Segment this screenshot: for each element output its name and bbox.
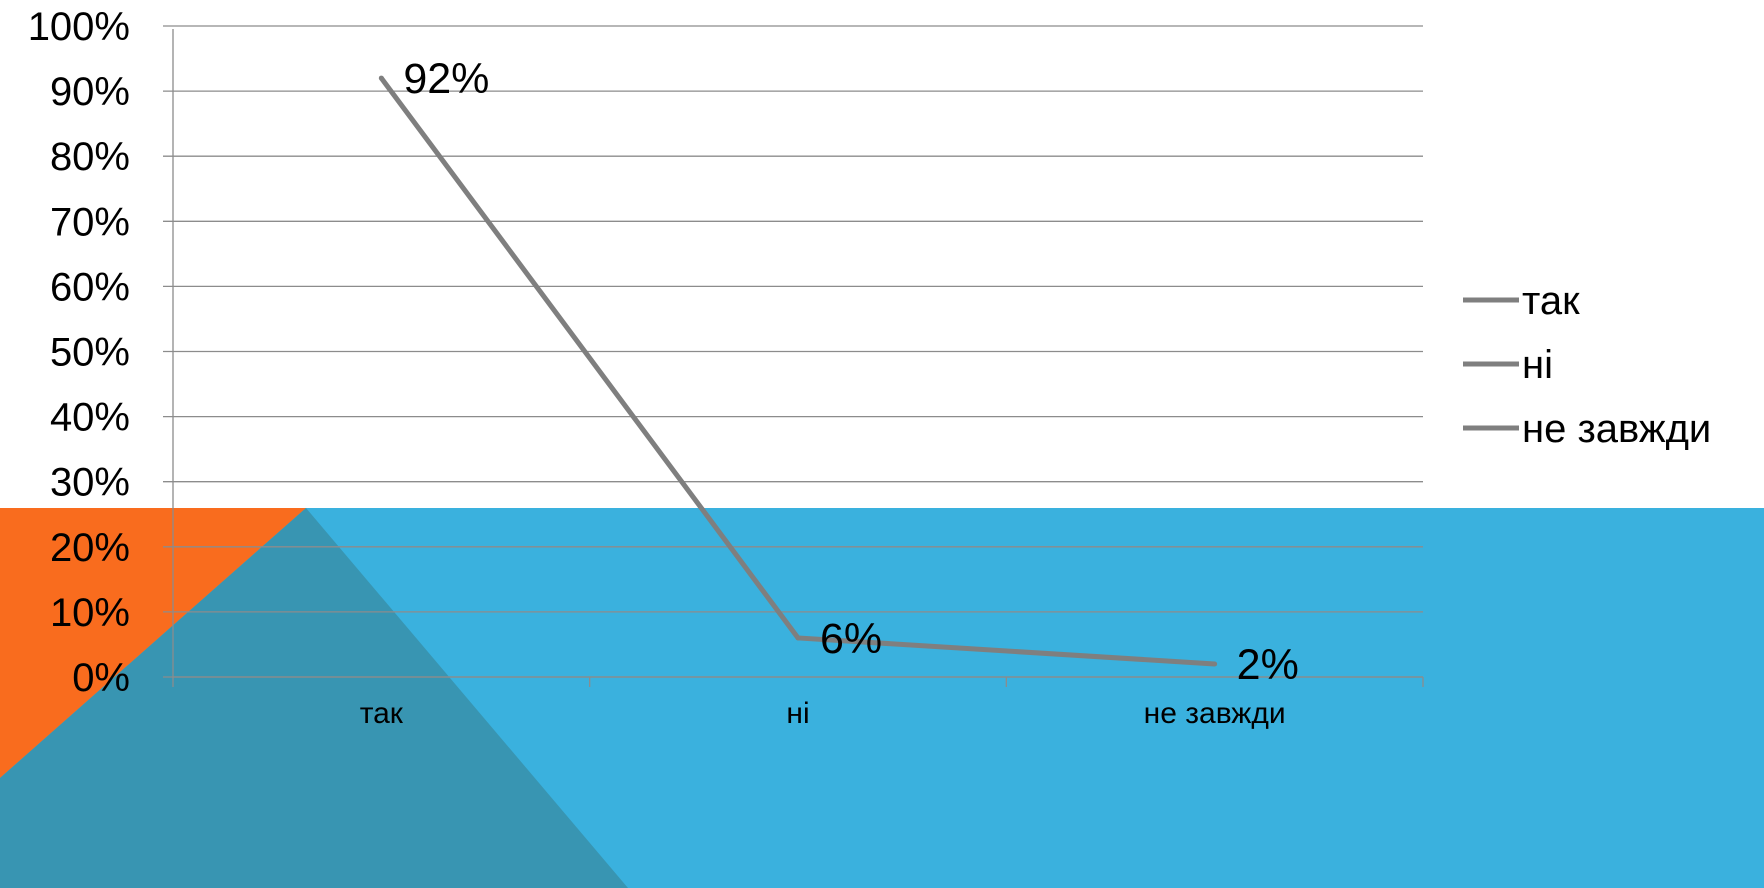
y-tick-label-7: 70% bbox=[50, 200, 130, 244]
data-point-2 bbox=[1212, 661, 1218, 667]
x-category-label-0: так bbox=[360, 697, 404, 730]
y-tick-label-0: 0% bbox=[72, 656, 130, 700]
y-axis-tick-labels: 0% 10% 20% 30% 40% 50% 60% 70% 80% 90% 100% bbox=[28, 5, 130, 700]
data-label-0: 92% bbox=[403, 55, 489, 103]
y-tick-label-3: 30% bbox=[50, 461, 130, 505]
legend-label-0: так bbox=[1522, 279, 1580, 323]
y-tick-label-8: 80% bbox=[50, 135, 130, 179]
y-tick-label-5: 50% bbox=[50, 331, 130, 375]
data-point-1 bbox=[795, 635, 801, 641]
background-decoration bbox=[0, 508, 1764, 888]
axes bbox=[172, 29, 1424, 687]
data-labels: 92% 6% 2% bbox=[403, 55, 1298, 689]
x-category-label-2: не завжди bbox=[1144, 697, 1286, 730]
y-tick-label-10: 100% bbox=[28, 5, 130, 49]
data-label-2: 2% bbox=[1237, 641, 1299, 689]
series-layer bbox=[378, 75, 1218, 667]
legend-label-1: ні bbox=[1522, 343, 1553, 387]
y-tick-label-9: 90% bbox=[50, 70, 130, 114]
y-tick-label-1: 10% bbox=[50, 591, 130, 635]
data-point-0 bbox=[378, 75, 384, 81]
y-tick-label-2: 20% bbox=[50, 526, 130, 570]
legend-label-2: не завжди bbox=[1522, 407, 1711, 451]
teal-overlay-shape bbox=[0, 508, 628, 888]
legend: так ні не завжди bbox=[1463, 279, 1711, 451]
x-category-label-1: ні bbox=[786, 697, 809, 730]
data-label-1: 6% bbox=[820, 615, 882, 663]
x-axis-category-labels: так ні не завжди bbox=[360, 697, 1286, 730]
y-tick-label-4: 40% bbox=[50, 396, 130, 440]
y-tick-label-6: 60% bbox=[50, 265, 130, 309]
